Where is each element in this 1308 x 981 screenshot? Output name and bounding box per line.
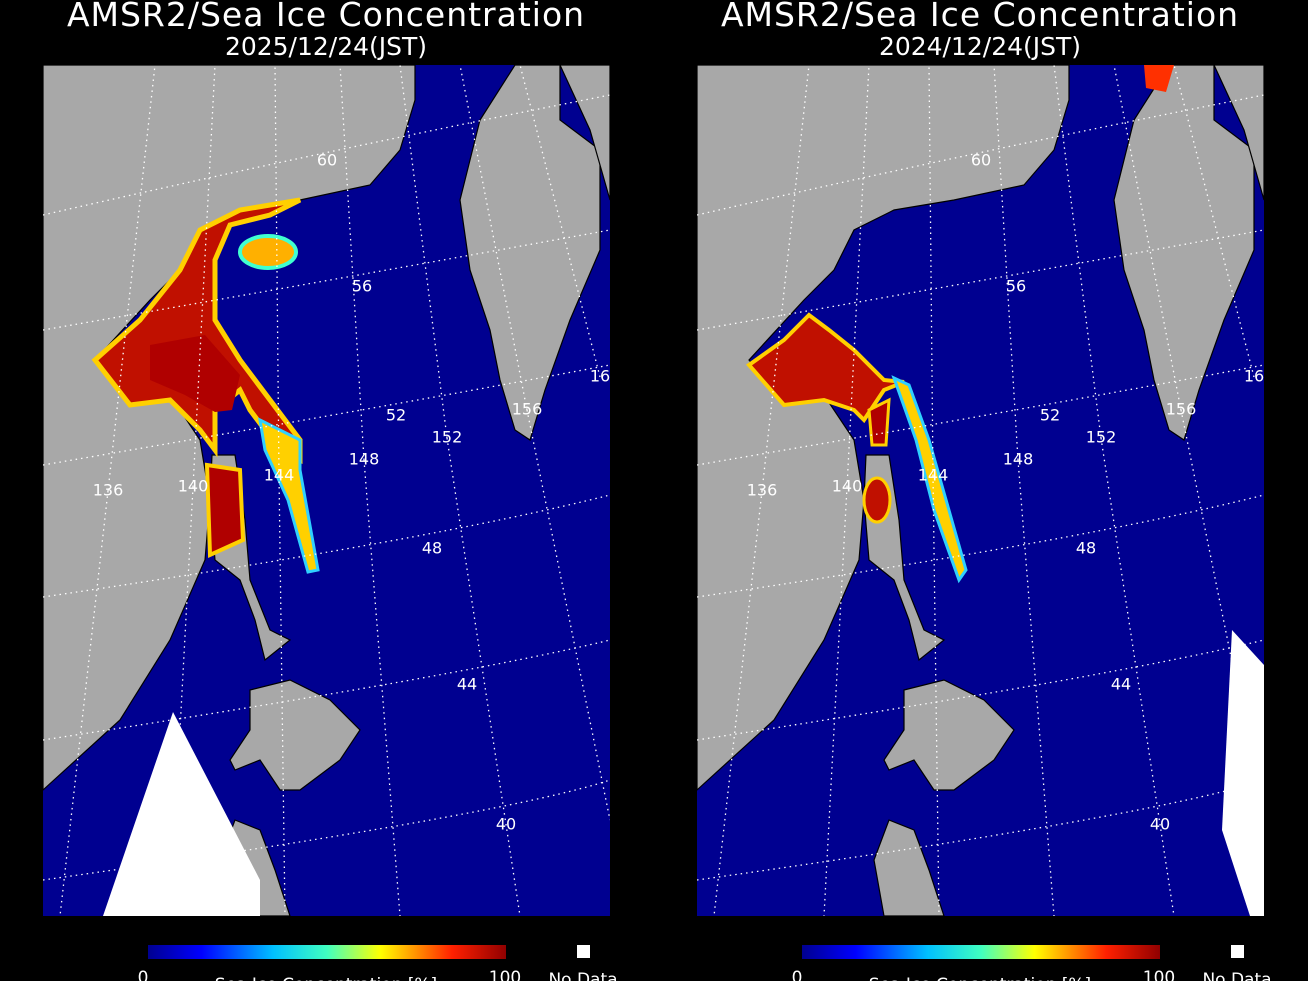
latitude-label: 56 xyxy=(1006,277,1026,296)
longitude-label: 148 xyxy=(349,450,380,469)
latitude-label: 40 xyxy=(1150,815,1170,834)
colorbar-label: Sea Ice Concentration [%] xyxy=(869,975,1091,981)
latitude-label: 56 xyxy=(352,277,372,296)
no-data-label: No Data xyxy=(1202,970,1271,981)
panel: AMSR2/Sea Ice Concentration2024/12/24(JS… xyxy=(697,0,1272,981)
panel: AMSR2/Sea Ice Concentration2025/12/24(JS… xyxy=(43,0,618,981)
colorbar-min: 0 xyxy=(792,968,803,981)
title: AMSR2/Sea Ice Concentration xyxy=(721,0,1239,34)
longitude-label: 156 xyxy=(1166,400,1197,419)
map xyxy=(697,65,1264,916)
longitude-label: 148 xyxy=(1003,450,1034,469)
longitude-label: 140 xyxy=(178,477,209,496)
longitude-label: 16 xyxy=(1244,367,1264,386)
title: AMSR2/Sea Ice Concentration xyxy=(67,0,585,34)
longitude-label: 16 xyxy=(590,367,610,386)
date: 2025/12/24(JST) xyxy=(225,32,427,61)
colorbar-max: 100 xyxy=(1143,968,1175,981)
date: 2024/12/24(JST) xyxy=(879,32,1081,61)
colorbar-max: 100 xyxy=(489,968,521,981)
longitude-label: 152 xyxy=(1086,428,1117,447)
latitude-label: 44 xyxy=(1111,675,1131,694)
longitude-label: 136 xyxy=(93,481,124,500)
map xyxy=(43,65,610,916)
latitude-label: 52 xyxy=(1040,406,1060,425)
colorbar xyxy=(802,945,1160,959)
longitude-label: 144 xyxy=(918,466,949,485)
latitude-label: 52 xyxy=(386,406,406,425)
latitude-label: 40 xyxy=(496,815,516,834)
longitude-label: 152 xyxy=(432,428,463,447)
no-data-swatch xyxy=(1231,945,1244,958)
sea-ice xyxy=(746,65,1264,916)
latitude-label: 48 xyxy=(422,539,442,558)
longitude-label: 136 xyxy=(747,481,778,500)
longitude-label: 156 xyxy=(512,400,543,419)
longitude-label: 144 xyxy=(264,466,295,485)
no-data-swatch xyxy=(577,945,590,958)
latitude-label: 60 xyxy=(971,151,991,170)
colorbar-min: 0 xyxy=(138,968,149,981)
sea-ice xyxy=(91,197,320,916)
latitude-label: 60 xyxy=(317,151,337,170)
colorbar xyxy=(148,945,506,959)
no-data-label: No Data xyxy=(548,970,617,981)
colorbar-label: Sea Ice Concentration [%] xyxy=(215,975,437,981)
latitude-label: 44 xyxy=(457,675,477,694)
latitude-label: 48 xyxy=(1076,539,1096,558)
longitude-label: 140 xyxy=(832,477,863,496)
